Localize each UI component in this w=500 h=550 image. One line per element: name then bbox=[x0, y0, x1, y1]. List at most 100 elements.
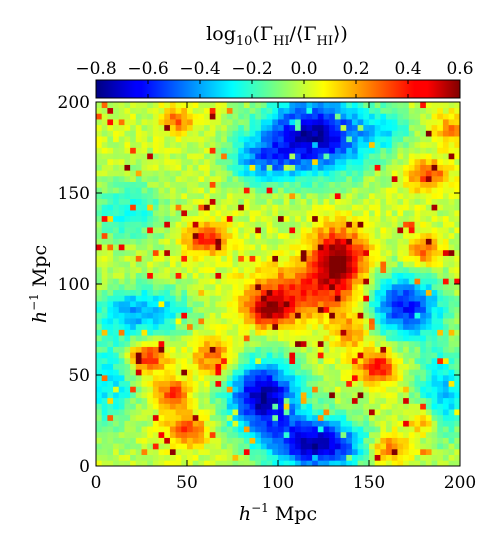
heatmap-cell bbox=[403, 153, 410, 160]
heatmap-cell bbox=[380, 386, 387, 393]
heatmap-cell bbox=[255, 136, 262, 143]
heatmap-cell bbox=[266, 295, 273, 302]
heatmap-cell bbox=[141, 340, 148, 347]
heatmap-cell bbox=[158, 375, 165, 382]
heatmap-cell bbox=[442, 238, 449, 245]
heatmap-cell bbox=[278, 318, 285, 325]
heatmap-cell bbox=[403, 130, 410, 137]
heatmap-cell bbox=[209, 301, 216, 308]
heatmap-cell bbox=[187, 414, 194, 421]
heatmap-cell bbox=[323, 255, 330, 262]
heatmap-cell bbox=[141, 375, 148, 382]
heatmap-cell bbox=[192, 414, 199, 421]
heatmap-cell bbox=[238, 232, 245, 239]
heatmap-cell bbox=[164, 443, 171, 450]
x-tick-label: 100 bbox=[262, 473, 294, 493]
heatmap-cell bbox=[175, 460, 182, 467]
heatmap-cell bbox=[346, 352, 353, 359]
heatmap-cell bbox=[323, 329, 330, 336]
heatmap-cell bbox=[260, 164, 267, 171]
heatmap-cell bbox=[334, 335, 341, 342]
heatmap-cell bbox=[107, 204, 114, 211]
heatmap-cell bbox=[266, 255, 273, 262]
heatmap-cell bbox=[118, 357, 125, 364]
heatmap-cell bbox=[107, 278, 114, 285]
heatmap-cell bbox=[141, 306, 148, 313]
heatmap-cell bbox=[215, 460, 222, 467]
heatmap-cell bbox=[169, 181, 176, 188]
heatmap-cell bbox=[312, 278, 319, 285]
heatmap-cell bbox=[198, 414, 205, 421]
heatmap-cell bbox=[420, 249, 427, 256]
heatmap-cell bbox=[289, 386, 296, 393]
heatmap-cell bbox=[221, 375, 228, 382]
heatmap-cell bbox=[272, 119, 279, 126]
heatmap-cell bbox=[260, 198, 267, 205]
heatmap-cell bbox=[113, 181, 120, 188]
heatmap-cell bbox=[442, 289, 449, 296]
heatmap-cell bbox=[380, 204, 387, 211]
heatmap-cell bbox=[300, 124, 307, 131]
heatmap-cell bbox=[283, 426, 290, 433]
heatmap-cell bbox=[158, 346, 165, 353]
heatmap-cell bbox=[425, 221, 432, 228]
heatmap-cell bbox=[260, 147, 267, 154]
heatmap-cell bbox=[351, 158, 358, 165]
heatmap-cell bbox=[135, 289, 142, 296]
heatmap-cell bbox=[187, 369, 194, 376]
heatmap-cell bbox=[175, 193, 182, 200]
heatmap-cell bbox=[221, 420, 228, 427]
heatmap-cell bbox=[107, 124, 114, 131]
heatmap-cell bbox=[369, 198, 376, 205]
heatmap-cell bbox=[289, 392, 296, 399]
heatmap-cell bbox=[209, 181, 216, 188]
heatmap-cell bbox=[181, 158, 188, 165]
heatmap-cell bbox=[408, 409, 415, 416]
heatmap-cell bbox=[124, 346, 131, 353]
heatmap-cell bbox=[209, 119, 216, 126]
heatmap-cell bbox=[101, 113, 108, 120]
heatmap-cell bbox=[135, 175, 142, 182]
heatmap-cell bbox=[158, 119, 165, 126]
heatmap-cell bbox=[152, 187, 159, 194]
heatmap-cell bbox=[221, 301, 228, 308]
heatmap-cell bbox=[329, 249, 336, 256]
heatmap-cell bbox=[380, 443, 387, 450]
heatmap-cell bbox=[431, 301, 438, 308]
heatmap-cell bbox=[346, 130, 353, 137]
heatmap-cell bbox=[181, 102, 188, 109]
heatmap-cell bbox=[300, 306, 307, 313]
heatmap-cell bbox=[124, 323, 131, 330]
heatmap-cell bbox=[187, 437, 194, 444]
heatmap-cell bbox=[209, 357, 216, 364]
heatmap-cell bbox=[243, 295, 250, 302]
heatmap-cell bbox=[135, 147, 142, 154]
heatmap-cell bbox=[238, 181, 245, 188]
heatmap-cell bbox=[243, 431, 250, 438]
heatmap-cell bbox=[300, 386, 307, 393]
heatmap-cell bbox=[272, 414, 279, 421]
heatmap-cell bbox=[107, 187, 114, 194]
heatmap-cell bbox=[260, 340, 267, 347]
heatmap-cell bbox=[386, 164, 393, 171]
heatmap-cell bbox=[107, 403, 114, 410]
heatmap-cell bbox=[260, 380, 267, 387]
heatmap-cell bbox=[152, 278, 159, 285]
heatmap-cell bbox=[204, 164, 211, 171]
heatmap-cell bbox=[386, 443, 393, 450]
heatmap-cell bbox=[187, 147, 194, 154]
heatmap-cell bbox=[158, 414, 165, 421]
heatmap-cell bbox=[249, 420, 256, 427]
heatmap-cell bbox=[425, 227, 432, 234]
heatmap-cell bbox=[164, 193, 171, 200]
heatmap-cell bbox=[169, 261, 176, 268]
heatmap-cell bbox=[209, 369, 216, 376]
heatmap-cell bbox=[215, 227, 222, 234]
heatmap-cell bbox=[96, 289, 103, 296]
heatmap-cell bbox=[198, 193, 205, 200]
heatmap-cell bbox=[346, 193, 353, 200]
x-tick-label: 150 bbox=[353, 473, 385, 493]
heatmap-cell bbox=[209, 426, 216, 433]
heatmap-cell bbox=[425, 386, 432, 393]
heatmap-cell bbox=[198, 147, 205, 154]
